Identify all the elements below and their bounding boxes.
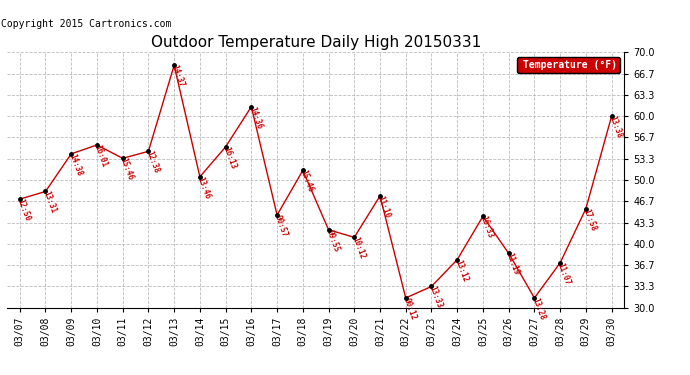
Text: 14:38: 14:38 (67, 153, 83, 177)
Text: 10:12: 10:12 (350, 236, 366, 261)
Text: Copyright 2015 Cartronics.com: Copyright 2015 Cartronics.com (1, 20, 171, 29)
Text: 13:38: 13:38 (607, 115, 624, 140)
Text: 16:33: 16:33 (479, 215, 495, 240)
Text: 11:10: 11:10 (376, 195, 392, 219)
Text: 12:38: 12:38 (144, 150, 161, 175)
Text: 13:12: 13:12 (453, 258, 469, 283)
Text: 17:58: 17:58 (582, 207, 598, 232)
Text: 16:13: 16:13 (221, 146, 237, 170)
Text: 13:31: 13:31 (41, 190, 57, 215)
Legend: Temperature (°F): Temperature (°F) (517, 57, 620, 73)
Text: 00:12: 00:12 (402, 297, 418, 321)
Title: Outdoor Temperature Daily High 20150331: Outdoor Temperature Daily High 20150331 (150, 35, 481, 50)
Text: 14:37: 14:37 (170, 64, 186, 88)
Text: 00:57: 00:57 (273, 214, 289, 238)
Text: 16:01: 16:01 (92, 144, 109, 168)
Text: 13:33: 13:33 (427, 285, 444, 310)
Text: 11:07: 11:07 (556, 261, 572, 286)
Text: 13:28: 13:28 (530, 297, 546, 321)
Text: 12:50: 12:50 (15, 198, 32, 222)
Text: 09:55: 09:55 (324, 228, 341, 253)
Text: 13:46: 13:46 (195, 176, 212, 200)
Text: 14:36: 14:36 (247, 105, 264, 130)
Text: 15:46: 15:46 (299, 169, 315, 194)
Text: 15:46: 15:46 (119, 157, 135, 182)
Text: 11:19: 11:19 (504, 252, 521, 277)
